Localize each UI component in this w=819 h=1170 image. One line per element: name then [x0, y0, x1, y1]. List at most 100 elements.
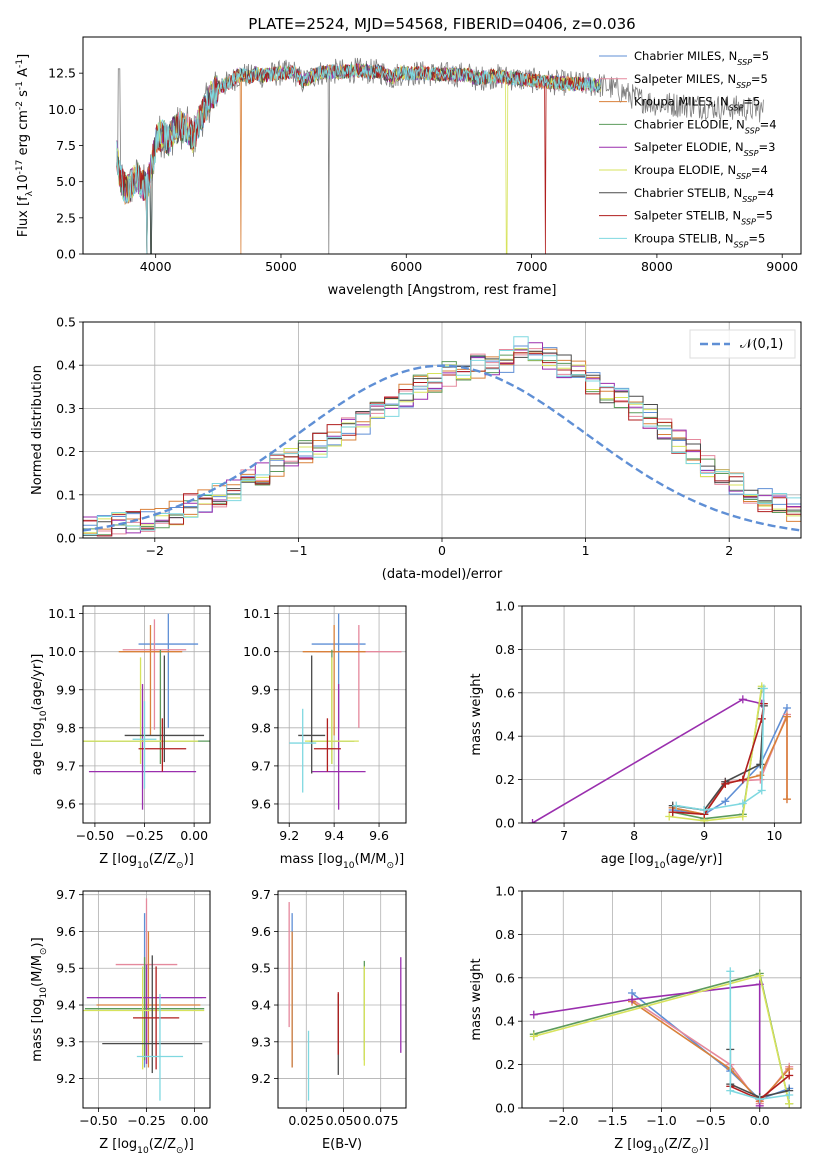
x-tick-label: −0.25: [127, 1113, 165, 1128]
plot-area: [278, 891, 406, 1108]
legend-label: Salpeter STELIB, NSSP=5: [634, 209, 773, 227]
y-tick-label: 9.8: [56, 720, 76, 735]
x-axis-label: age [log10(age/yr)]: [601, 852, 723, 871]
y-tick-label: 9.6: [56, 796, 76, 811]
panel-spectrum: 4000 5000 6000 7000 8000 9000 0.0 2.5 5.0 7.5 10.0…: [15, 36, 802, 298]
axes-frame: [277, 890, 407, 1109]
x-tick-label: 2: [725, 543, 733, 558]
y-tick-label: 9.3: [56, 1034, 76, 1049]
x-axis-label: E(B-V): [322, 1137, 362, 1152]
legend-nssp: 5: [766, 209, 773, 223]
y-tick-label: 0.0: [56, 531, 76, 546]
y-tick-label: 5.0: [56, 174, 76, 189]
plot-content: [83, 336, 801, 538]
y-tick-label: 12.5: [48, 66, 76, 81]
x-axis-label: wavelength [Angstrom, rest frame]: [328, 283, 557, 298]
y-tick-label: 9.7: [251, 758, 271, 773]
errorbar-point-1: [122, 619, 187, 730]
legend-name: Salpeter MILES: [634, 72, 720, 86]
plot-area: [522, 606, 801, 823]
legend-label: Chabrier ELODIE, NSSP=4: [634, 117, 777, 135]
errorbar-point-7: [313, 718, 341, 772]
x-tick-label: 9: [700, 828, 708, 843]
y-tick-label: 0.2: [495, 772, 515, 787]
y-tick-label: 10.0: [243, 644, 271, 659]
errorbar-point-8: [289, 708, 317, 793]
x-tick-label: 8: [630, 828, 638, 843]
legend-name: Chabrier MILES: [634, 49, 721, 63]
x-axis-label: Z [log10(Z/Z⊙)]: [99, 1137, 194, 1156]
y-tick-label: 0.2: [495, 1057, 515, 1072]
y-tick-label: 0.6: [495, 685, 515, 700]
weight-line-8: [729, 971, 790, 1101]
errorbar-point-0: [138, 613, 199, 728]
y-tick-label: 0.0: [495, 816, 515, 831]
panel-mass-weight-vs-metallicity: −2.0 −1.5 −1.0 −0.5 0.0 0.0 0.2 0.4 0.6 0.8 1.0 Z […: [469, 884, 802, 1156]
y-tick-label: 9.4: [251, 998, 271, 1013]
x-tick-label: 7: [560, 828, 568, 843]
y-tick-label: 9.6: [251, 924, 271, 939]
legend-label: Salpeter MILES, NSSP=5: [634, 72, 768, 90]
errorbar-point-5: [83, 657, 199, 764]
y-tick-label: 0.0: [495, 1101, 515, 1116]
x-tick-label: 0.00: [181, 1113, 209, 1128]
x-tick-label: 0.00: [180, 828, 208, 843]
errorbar-point-2: [118, 625, 183, 736]
panel-mass-vs-extinction: 0.025 0.050 0.075 9.2 9.3 9.4 9.5 9.6 9.7 E(B-V): [251, 887, 407, 1152]
y-tick-label: 9.5: [251, 961, 271, 976]
legend-label: Salpeter ELODIE, NSSP=3: [634, 140, 775, 158]
plot-content: [529, 967, 794, 1108]
panel-age-vs-metallicity: −0.50 −0.25 0.00 9.6 9.7 9.8 9.9 10.0 10.1 Z [log…: [30, 605, 211, 871]
legend: Chabrier MILES, NSSP=5 Salpeter MILES, NS…: [599, 49, 777, 249]
x-axis-label: (data-model)/error: [382, 567, 503, 582]
x-tick-label: 9.2: [279, 828, 299, 843]
axes-frame: [277, 605, 407, 824]
x-tick-label: −2.0: [548, 1113, 578, 1128]
errorbar-point-5: [304, 657, 359, 764]
histogram-8: [83, 336, 801, 538]
x-tick-label: −2: [146, 543, 164, 558]
errorbar-point-6: [124, 655, 205, 763]
x-tick-label: −0.50: [76, 828, 114, 843]
errorbar-point-7: [138, 718, 187, 772]
y-tick-label: 0.8: [495, 927, 515, 942]
x-tick-label: 0.075: [363, 1113, 399, 1128]
y-tick-label: 0.0: [56, 247, 76, 262]
plot-content: [528, 682, 791, 823]
x-tick-label: 7000: [516, 259, 548, 274]
y-tick-label: 2.5: [56, 210, 76, 225]
plot-content: [83, 613, 210, 810]
y-tick-label: 10.1: [48, 606, 76, 621]
y-tick-label: 1.0: [495, 599, 515, 614]
y-axis-label: mass [log10(M/M⊙)]: [30, 937, 49, 1061]
y-axis-label: age [log10(age/yr)]: [30, 654, 49, 776]
plot-content: [288, 902, 402, 1101]
errorbar-point-4: [86, 964, 207, 1064]
x-tick-label: 0.0: [750, 1113, 770, 1128]
errorbar-point-4: [88, 684, 197, 810]
x-tick-label: 10: [766, 828, 782, 843]
weight-line-4: [533, 983, 761, 1106]
y-tick-label: 0.5: [56, 315, 76, 330]
legend-label: Kroupa STELIB, NSSP=5: [634, 231, 765, 249]
legend-nssp: 4: [769, 117, 776, 131]
legend-name: Chabrier ELODIE: [634, 117, 729, 131]
x-tick-label: 6000: [390, 259, 422, 274]
errorbar-point-6: [102, 955, 203, 1074]
legend-label: Kroupa MILES, NSSP=5: [634, 95, 760, 113]
axes-frame: [82, 321, 802, 539]
errorbar-point-2: [96, 931, 201, 1068]
y-tick-label: 9.7: [56, 758, 76, 773]
legend-nssp: 4: [767, 186, 774, 200]
y-tick-label: 0.1: [56, 487, 76, 502]
legend-name: Kroupa STELIB: [634, 231, 718, 245]
y-tick-label: 0.3: [56, 401, 76, 416]
legend-label: Kroupa ELODIE, NSSP=4: [634, 163, 768, 181]
x-axis-label: Z [log10(Z/Z⊙)]: [99, 852, 194, 871]
y-tick-label: 9.9: [56, 682, 76, 697]
gaussian-curve: [83, 364, 801, 532]
errorbar-point-7: [133, 966, 180, 1070]
model-spectrum-line-8: [116, 63, 601, 254]
legend-label: Chabrier MILES, NSSP=5: [634, 49, 769, 67]
legend-nssp: 5: [761, 72, 768, 86]
